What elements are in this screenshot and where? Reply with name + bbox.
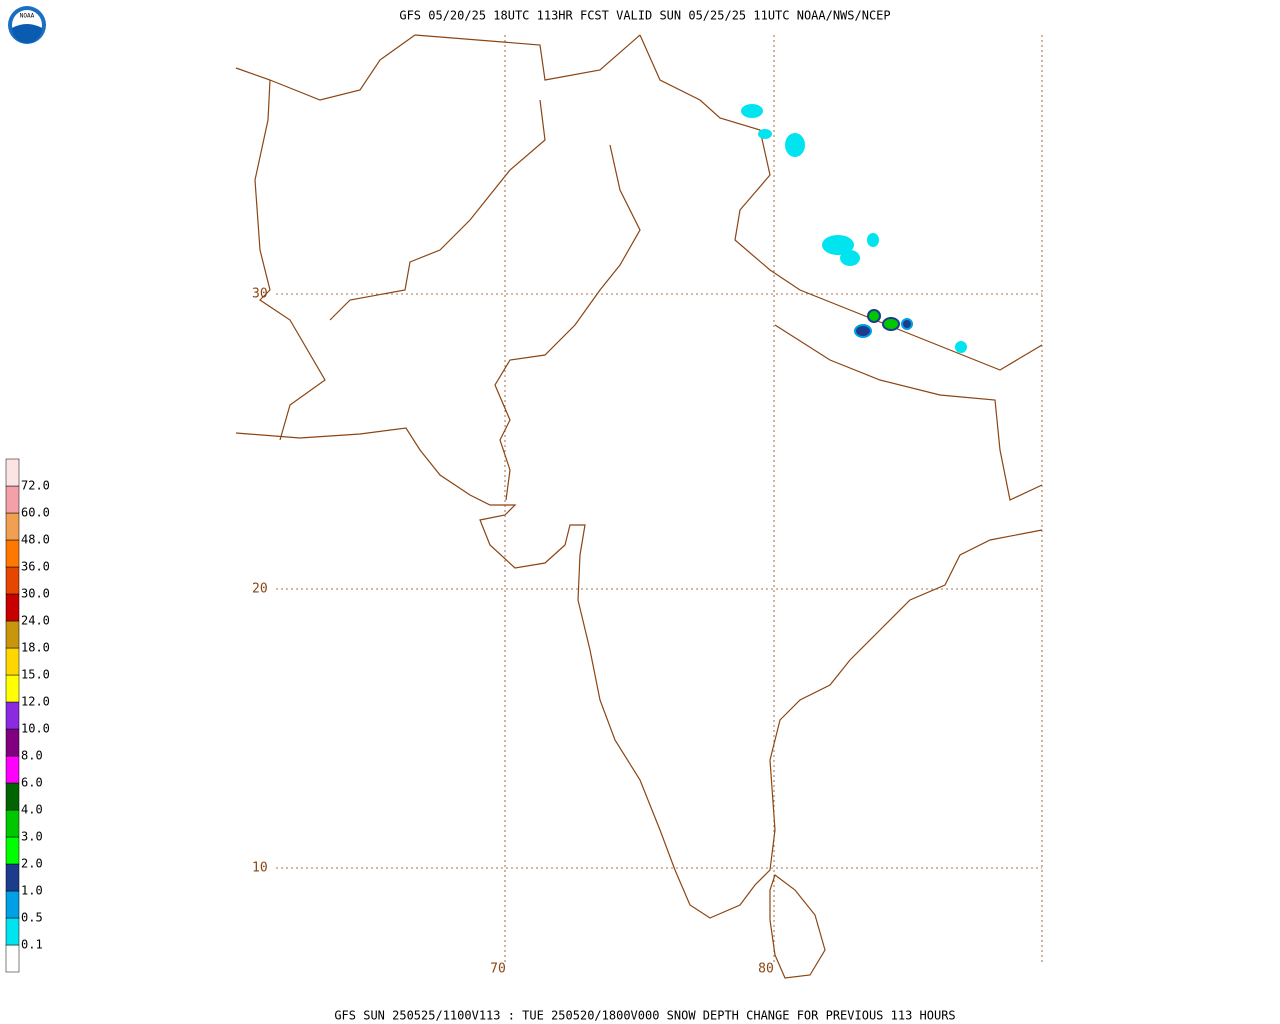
colorbar-label: 48.0 — [21, 533, 50, 547]
colorbar-label: 0.5 — [21, 911, 43, 925]
title: GFS 05/20/25 18UTC 113HR FCST VALID SUN … — [399, 9, 890, 23]
lat-label: 10 — [252, 861, 268, 876]
colorbar-label: 1.0 — [21, 884, 43, 898]
lat-label: 30 — [252, 287, 268, 302]
colorbar-swatch — [5, 836, 20, 865]
colorbar-swatch — [5, 728, 20, 757]
colorbar-label: 12.0 — [21, 695, 50, 709]
colorbar-label: 2.0 — [21, 857, 43, 871]
colorbar-label: 30.0 — [21, 587, 50, 601]
colorbar: 0.1 0.5 1.0 2.0 3.0 4.0 6.0 8.0 10.0 12.0 15.0 18.0… — [5, 458, 50, 973]
colorbar-swatch — [5, 458, 20, 487]
colorbar-swatch — [5, 620, 20, 649]
lon-label: 80 — [758, 962, 774, 977]
lon-label: 70 — [490, 962, 506, 977]
colorbar-label: 3.0 — [21, 830, 43, 844]
colorbar-label: 60.0 — [21, 506, 50, 520]
colorbar-label: 4.0 — [21, 803, 43, 817]
colorbar-label: 36.0 — [21, 560, 50, 574]
colorbar-swatch — [5, 863, 20, 892]
colorbar-label: 72.0 — [21, 479, 50, 493]
lat-label: 20 — [252, 582, 268, 597]
grid — [276, 35, 1043, 965]
colorbar-swatch — [5, 701, 20, 730]
colorbar-swatch — [5, 782, 20, 811]
colorbar-label: 18.0 — [21, 641, 50, 655]
colorbar-swatch — [5, 647, 20, 676]
colorbar-label: 0.1 — [21, 938, 43, 952]
colorbar-swatch — [5, 755, 20, 784]
colorbar-swatch — [5, 512, 20, 541]
colorbar-swatch — [5, 539, 20, 568]
colorbar-swatch — [5, 809, 20, 838]
coastlines — [235, 34, 1043, 979]
colorbar-swatch — [5, 944, 20, 973]
footer: GFS SUN 250525/1100V113 : TUE 250520/180… — [334, 1009, 955, 1023]
colorbar-label: 10.0 — [21, 722, 50, 736]
colorbar-label: 15.0 — [21, 668, 50, 682]
logo: NOAA — [8, 6, 46, 44]
colorbar-swatch — [5, 485, 20, 514]
colorbar-swatch — [5, 566, 20, 595]
colorbar-label: 8.0 — [21, 749, 43, 763]
colorbar-label: 6.0 — [21, 776, 43, 790]
colorbar-swatch — [5, 917, 20, 946]
colorbar-label: 24.0 — [21, 614, 50, 628]
colorbar-swatch — [5, 890, 20, 919]
colorbar-swatch — [5, 674, 20, 703]
logo-text: NOAA — [20, 13, 35, 20]
snow-patches — [741, 104, 967, 353]
colorbar-swatch — [5, 593, 20, 622]
